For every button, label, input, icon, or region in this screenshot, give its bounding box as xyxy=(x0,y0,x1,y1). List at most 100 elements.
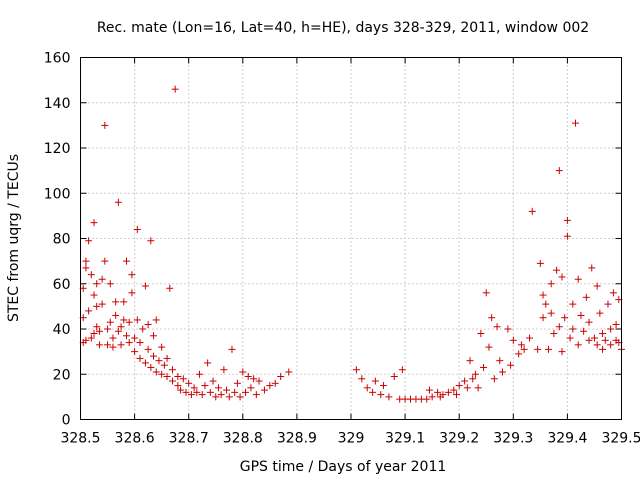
data-point xyxy=(490,375,498,383)
data-point xyxy=(87,271,95,279)
y-tick-label: 80 xyxy=(53,232,71,248)
data-point xyxy=(250,375,258,383)
data-point xyxy=(507,361,515,369)
data-point xyxy=(577,311,585,319)
data-point xyxy=(104,341,112,349)
data-point xyxy=(228,345,236,353)
y-tick-label: 100 xyxy=(44,186,71,202)
y-tick-label: 60 xyxy=(53,277,71,293)
data-point xyxy=(493,323,501,331)
data-point xyxy=(542,300,550,308)
data-point xyxy=(122,257,130,265)
data-point xyxy=(128,289,136,297)
data-point xyxy=(558,273,566,281)
data-point xyxy=(515,350,523,358)
data-point xyxy=(599,330,607,338)
data-point xyxy=(544,345,552,353)
data-point xyxy=(363,384,371,392)
data-point xyxy=(196,370,204,378)
data-point xyxy=(144,320,152,328)
data-point xyxy=(117,341,125,349)
data-point xyxy=(517,341,525,349)
data-point xyxy=(425,386,433,394)
y-tick-label: 0 xyxy=(62,413,71,429)
data-point xyxy=(185,379,193,387)
data-point xyxy=(536,259,544,267)
data-point xyxy=(485,343,493,351)
data-point xyxy=(439,391,447,399)
data-point xyxy=(607,325,615,333)
data-point xyxy=(160,361,168,369)
x-tick-label: 329.3 xyxy=(493,431,533,447)
data-point xyxy=(572,119,580,127)
data-point xyxy=(582,293,590,301)
data-point xyxy=(498,368,506,376)
y-tick-label: 20 xyxy=(53,367,71,383)
data-point xyxy=(125,318,133,326)
data-point xyxy=(599,345,607,353)
data-point xyxy=(588,264,596,272)
data-point xyxy=(152,316,160,324)
data-point xyxy=(120,316,128,324)
data-point xyxy=(158,343,166,351)
data-point xyxy=(612,320,620,328)
data-point xyxy=(166,284,174,292)
data-point xyxy=(452,391,460,399)
data-point xyxy=(371,377,379,385)
data-point xyxy=(561,314,569,322)
data-point xyxy=(193,388,201,396)
data-point xyxy=(82,264,90,272)
data-point xyxy=(474,384,482,392)
chart-title: Rec. mate (Lon=16, Lat=40, h=HE), days 3… xyxy=(97,20,589,36)
data-point xyxy=(152,368,160,376)
data-point xyxy=(168,377,176,385)
data-point xyxy=(574,275,582,283)
y-axis-label: STEC from uqrg / TECUs xyxy=(6,154,22,322)
data-point xyxy=(593,282,601,290)
data-point xyxy=(585,336,593,344)
data-point xyxy=(104,325,112,333)
data-point xyxy=(352,366,360,374)
data-point xyxy=(450,386,458,394)
data-point xyxy=(131,334,139,342)
data-point xyxy=(141,282,149,290)
data-point xyxy=(109,343,117,351)
data-point xyxy=(95,327,103,335)
data-point xyxy=(566,334,574,342)
data-point xyxy=(233,379,241,387)
data-point xyxy=(526,334,534,342)
data-point xyxy=(277,373,285,381)
data-point xyxy=(563,232,571,240)
data-point xyxy=(95,341,103,349)
data-point xyxy=(155,357,163,365)
x-tick-label: 329.4 xyxy=(547,431,587,447)
data-point xyxy=(122,332,130,340)
data-point xyxy=(580,327,588,335)
data-point xyxy=(247,384,255,392)
data-point xyxy=(385,393,393,401)
data-point xyxy=(93,280,101,288)
data-point xyxy=(496,357,504,365)
data-point xyxy=(266,382,274,390)
data-point xyxy=(455,382,463,390)
data-point xyxy=(534,345,542,353)
data-point xyxy=(428,393,436,401)
data-point xyxy=(596,309,604,317)
y-tick-label: 140 xyxy=(44,96,71,112)
x-tick-label: 328.9 xyxy=(277,431,317,447)
data-point xyxy=(550,330,558,338)
data-point xyxy=(223,386,231,394)
y-tick-labels: 0 20 40 60 80 100 120 140 160 xyxy=(44,51,71,429)
data-point xyxy=(93,302,101,310)
data-point xyxy=(133,225,141,233)
data-point xyxy=(358,375,366,383)
data-point xyxy=(174,373,182,381)
data-point xyxy=(604,300,612,308)
data-point xyxy=(444,388,452,396)
data-point xyxy=(539,291,547,299)
data-point xyxy=(112,311,120,319)
x-tick-label: 328.6 xyxy=(115,431,155,447)
data-point xyxy=(469,375,477,383)
data-point xyxy=(201,382,209,390)
plot-frame xyxy=(80,57,622,420)
